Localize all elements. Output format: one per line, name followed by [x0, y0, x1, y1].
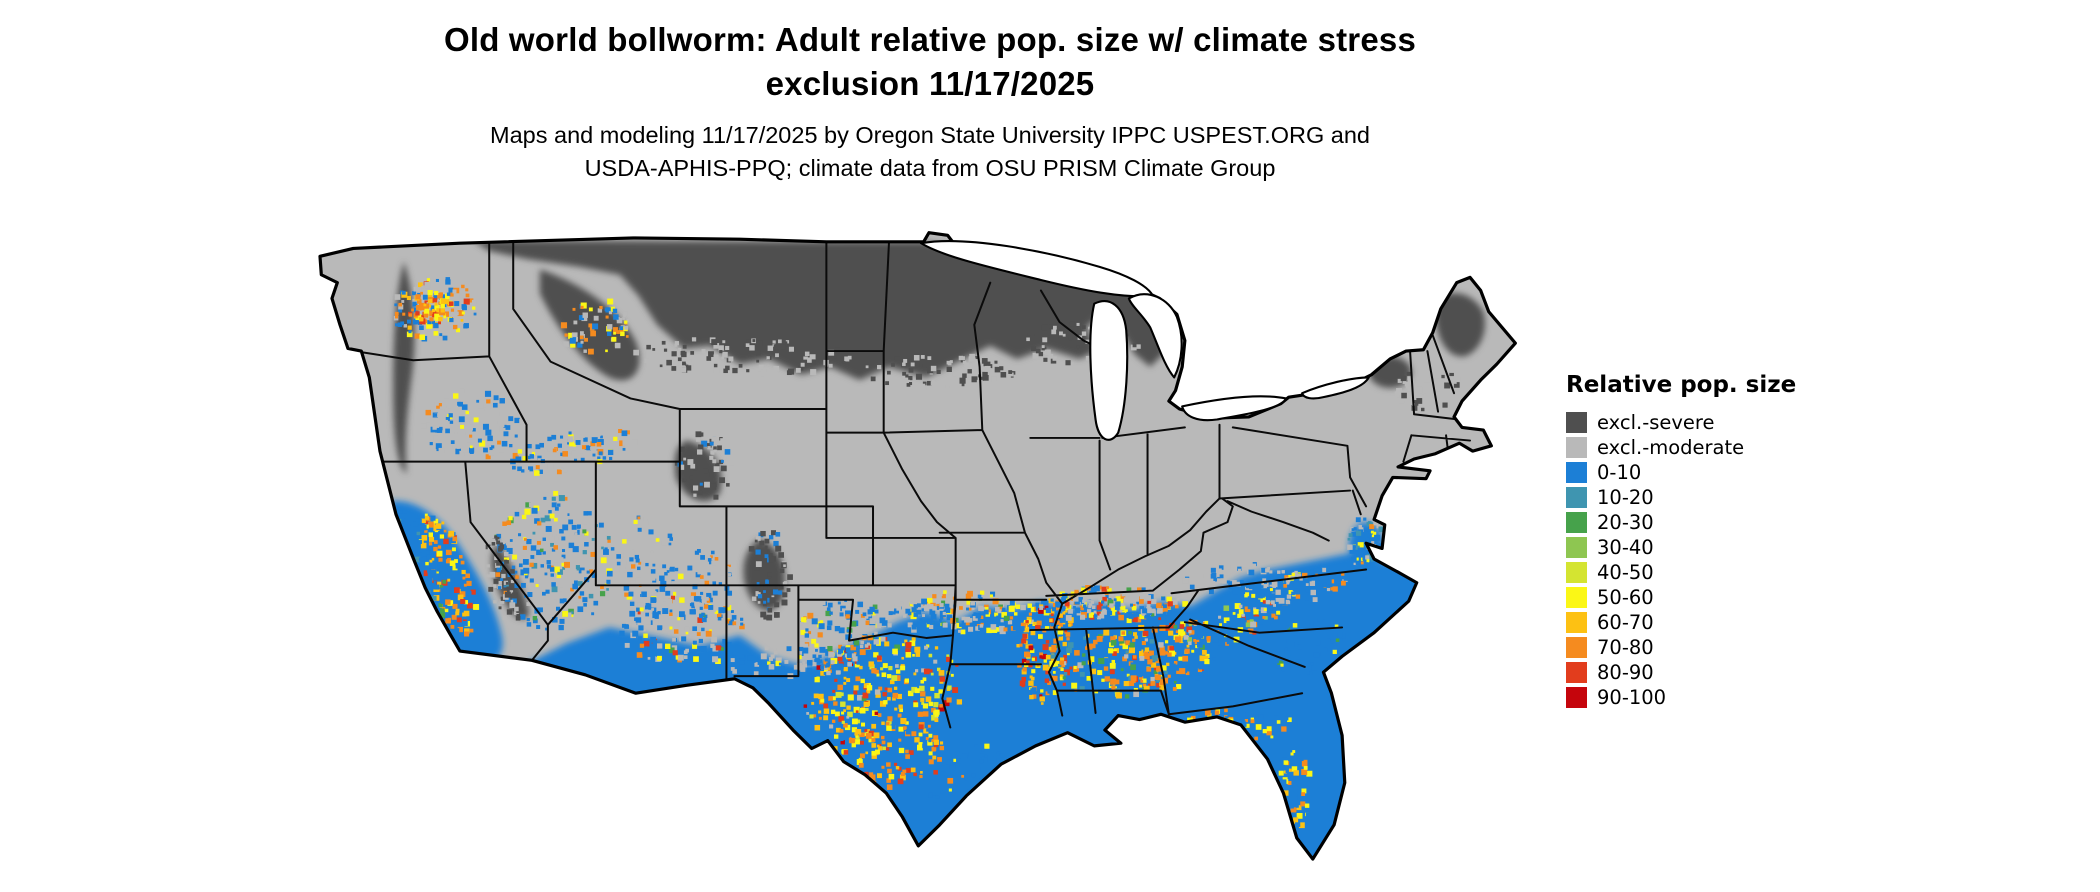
- legend-label: 90-100: [1597, 686, 1667, 709]
- legend-label: excl.-moderate: [1597, 436, 1745, 459]
- legend-label: 80-90: [1597, 661, 1654, 684]
- legend-swatch: [1566, 537, 1587, 558]
- legend-label: 50-60: [1597, 586, 1654, 609]
- legend-swatch: [1566, 512, 1587, 533]
- legend-swatch: [1566, 412, 1587, 433]
- legend-label: 30-40: [1597, 536, 1654, 559]
- legend-item: 40-50: [1566, 560, 1966, 585]
- legend-item: 10-20: [1566, 485, 1966, 510]
- legend-item: 70-80: [1566, 635, 1966, 660]
- legend-swatch: [1566, 612, 1587, 633]
- legend-label: 20-30: [1597, 511, 1654, 534]
- legend-swatch: [1566, 562, 1587, 583]
- legend-item: 0-10: [1566, 460, 1966, 485]
- legend-item: excl.-severe: [1566, 410, 1966, 435]
- legend-swatch: [1566, 437, 1587, 458]
- us-outline: [318, 231, 1517, 861]
- legend-item: 20-30: [1566, 510, 1966, 535]
- figure-title: Old world bollworm: Adult relative pop. …: [50, 18, 1810, 105]
- legend-item: 50-60: [1566, 585, 1966, 610]
- great-lakes: [919, 240, 1370, 441]
- lake-michigan: [1089, 300, 1129, 441]
- legend-item: excl.-moderate: [1566, 435, 1966, 460]
- legend-swatch: [1566, 687, 1587, 708]
- map-legend: Relative pop. size excl.-severe excl.-mod…: [1566, 372, 1966, 710]
- lake-ontario: [1301, 376, 1370, 400]
- legend-item: 90-100: [1566, 685, 1966, 710]
- legend-item: 60-70: [1566, 610, 1966, 635]
- legend-label: 40-50: [1597, 561, 1654, 584]
- us-map: [300, 230, 1526, 888]
- legend-label: excl.-severe: [1597, 411, 1715, 434]
- figure-subtitle: Maps and modeling 11/17/2025 by Oregon S…: [50, 119, 1810, 186]
- legend-items: excl.-severe excl.-moderate 0-10 10-20 20-30…: [1566, 410, 1966, 710]
- legend-title: Relative pop. size: [1566, 372, 1797, 398]
- legend-swatch: [1566, 637, 1587, 658]
- figure-subtitle-line1: Maps and modeling 11/17/2025 by Oregon S…: [490, 122, 1370, 149]
- figure-title-line2: exclusion 11/17/2025: [765, 64, 1095, 102]
- legend-swatch: [1566, 662, 1587, 683]
- legend-item: 80-90: [1566, 660, 1966, 685]
- legend-label: 70-80: [1597, 636, 1654, 659]
- legend-item: 30-40: [1566, 535, 1966, 560]
- legend-label: 60-70: [1597, 611, 1654, 634]
- legend-label: 0-10: [1597, 461, 1642, 484]
- figure-subtitle-line2: USDA-APHIS-PPQ; climate data from OSU PR…: [584, 155, 1276, 182]
- lake-huron: [1127, 293, 1183, 379]
- legend-swatch: [1566, 462, 1587, 483]
- legend-swatch: [1566, 587, 1587, 608]
- state-borders: [361, 240, 1482, 729]
- legend-label: 10-20: [1597, 486, 1654, 509]
- legend-swatch: [1566, 487, 1587, 508]
- us-map-svg: [318, 231, 1517, 861]
- lake-erie: [1181, 395, 1288, 422]
- figure-header: Old world bollworm: Adult relative pop. …: [50, 18, 1810, 186]
- figure-title-line1: Old world bollworm: Adult relative pop. …: [443, 21, 1417, 58]
